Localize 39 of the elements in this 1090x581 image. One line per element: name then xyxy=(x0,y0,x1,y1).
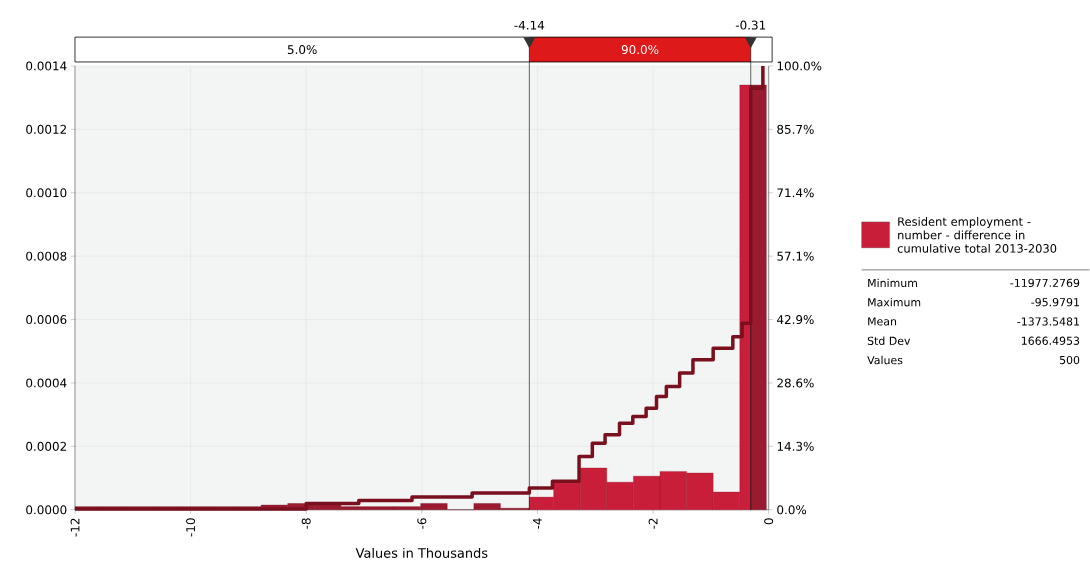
ref-line-label: -4.14 xyxy=(514,21,545,30)
y-tick-label: 0.0002 xyxy=(26,441,66,452)
y2-tick-label: 71.4% xyxy=(777,188,814,198)
y-tick-label: 0.0004 xyxy=(26,378,67,388)
text: -1373.5481 xyxy=(1017,317,1079,326)
x-axis-title: Values in Thousands xyxy=(355,548,488,559)
x-tick-label: -2 xyxy=(648,518,658,529)
text: Std Dev xyxy=(867,336,911,346)
text: Maximum xyxy=(868,298,921,307)
x-tick-label: -6 xyxy=(417,518,427,529)
y2-tick-label: 0.0% xyxy=(777,505,807,515)
text: -11977.2769 xyxy=(1010,278,1080,288)
x-tick-label: -12 xyxy=(70,518,80,537)
y2-tick-label: 100.0% xyxy=(777,61,822,71)
y2-tick-label: 14.3% xyxy=(777,441,814,451)
text: Values xyxy=(867,355,903,365)
text: 90.0% xyxy=(621,45,659,55)
y-tick-label: 0.0014 xyxy=(26,61,67,71)
y-tick-label: 0.0008 xyxy=(26,251,67,261)
text: -95.9791 xyxy=(1031,298,1079,307)
y-tick-label: 0.0012 xyxy=(26,124,66,135)
y2-tick-label: 28.6% xyxy=(777,378,814,388)
legend-label: Resident employment - number - difference in cumulative total 2013-2030 xyxy=(897,217,1057,253)
text: Minimum xyxy=(868,278,917,288)
y2-tick-label: 85.7% xyxy=(777,124,814,135)
y2-tick-label: 57.1% xyxy=(777,251,814,261)
x-tick-label: -4 xyxy=(533,518,542,529)
y-tick-label: 0.0010 xyxy=(26,188,67,198)
y-tick-label: 0.0006 xyxy=(26,315,67,325)
text: 500 xyxy=(1059,356,1080,365)
x-tick-label: -10 xyxy=(186,518,196,537)
ref-line-label: -0.31 xyxy=(735,20,766,30)
text: Mean xyxy=(868,317,897,326)
y-tick-label: 0.0000 xyxy=(26,505,67,515)
y2-tick-label: 42.9% xyxy=(777,315,814,325)
text: 5.0% xyxy=(287,45,317,55)
text: 1666.4953 xyxy=(1021,336,1080,346)
x-tick-label: -8 xyxy=(301,518,311,529)
x-tick-label: 0 xyxy=(764,518,774,525)
